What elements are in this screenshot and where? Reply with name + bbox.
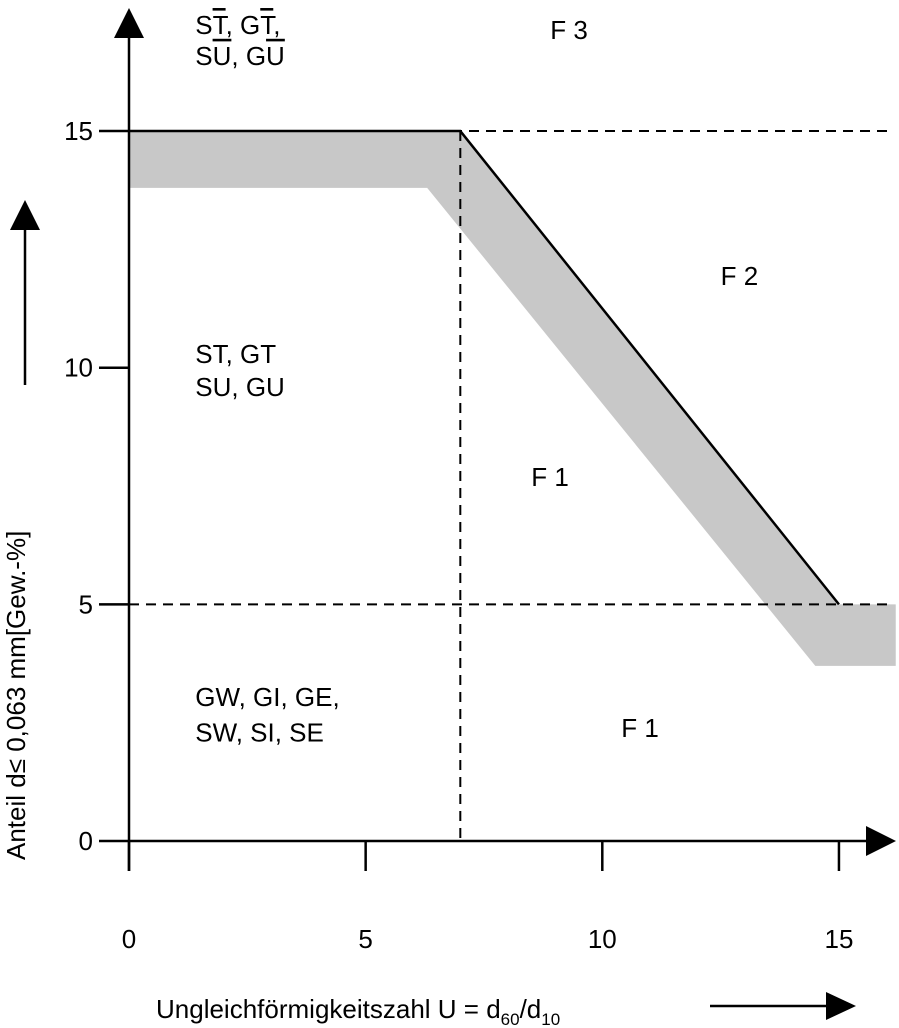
region-label-st_gt: ST, GT [195,339,276,369]
region-label-st_bar: ST, GT, [195,10,280,40]
x-axis-arrow [866,826,896,856]
y-tick-label-10: 10 [64,353,93,383]
x-tick-label-15: 15 [824,924,853,954]
x-axis-title: Ungleichförmigkeitszahl U = d60/d10 [156,994,560,1028]
x-tick-label-5: 5 [358,924,372,954]
y-tick-label-0: 0 [79,826,93,856]
x-tick-label-0: 0 [122,924,136,954]
x-tick-label-10: 10 [588,924,617,954]
region-label-f3: F 3 [550,15,588,45]
boundary-line [129,129,840,606]
y-axis-title-arrow [10,200,40,385]
band-layer [129,131,896,666]
region-label-su_gu: SU, GU [195,372,285,402]
x-axis-title-arrow [710,992,856,1020]
region-label-gw_gi_ge: GW, GI, GE, [195,682,339,712]
transition-band [129,131,896,666]
region-label-f2: F 2 [721,261,759,291]
y-axis-arrow [114,8,144,38]
region-label-f1_lower: F 1 [621,713,659,743]
y-axis-title: Anteil d≤ 0,063 mm[Gew.-%] [1,531,31,860]
region-label-sw_si_se: SW, SI, SE [195,718,324,748]
region-label-su_bar: SU, GU [195,41,285,71]
region-label-f1_upper: F 1 [531,462,569,492]
y-tick-label-5: 5 [79,589,93,619]
axes: 0 5 10 15 0 5 10 15 [64,8,896,954]
y-tick-label-15: 15 [64,116,93,146]
boundary-line-layer [129,129,840,606]
